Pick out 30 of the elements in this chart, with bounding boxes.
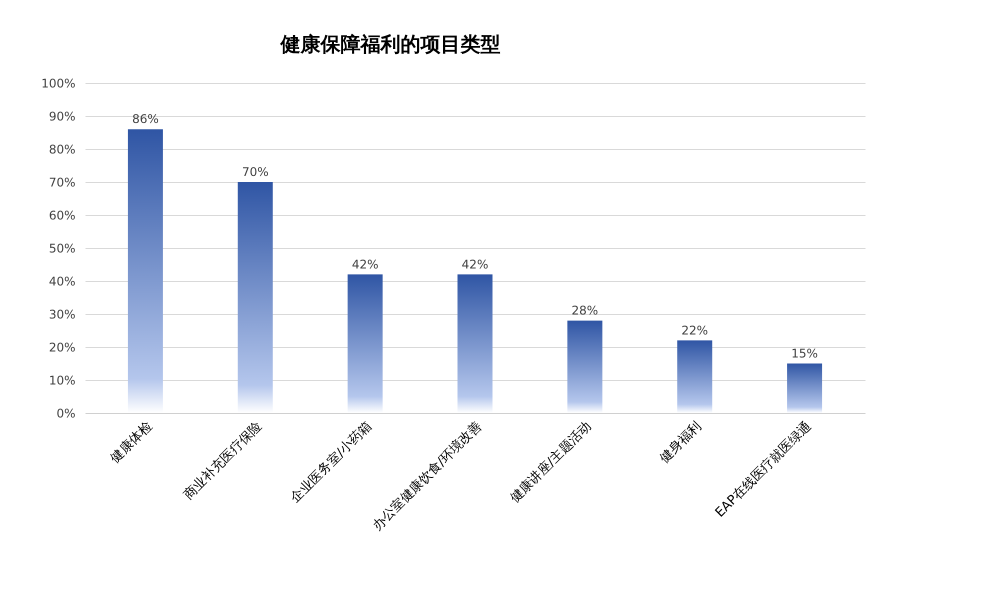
y-tick-label: 30% <box>48 308 76 322</box>
bar <box>348 274 383 413</box>
x-tick-label: 企业医务室/小药箱 <box>287 418 376 506</box>
x-tick-label: 健康讲座/主题活动 <box>506 418 595 506</box>
data-label: 70% <box>242 165 269 179</box>
y-tick-label: 0% <box>56 406 76 420</box>
bar <box>677 340 712 413</box>
y-tick-label: 70% <box>48 176 76 190</box>
y-tick-label: 100% <box>41 76 76 90</box>
bar <box>787 364 822 413</box>
data-label: 86% <box>132 112 159 126</box>
data-label: 15% <box>791 346 818 360</box>
y-tick-label: 50% <box>48 242 76 256</box>
y-tick-label: 20% <box>48 340 76 354</box>
bar <box>458 274 492 413</box>
y-tick-label: 10% <box>48 374 76 388</box>
y-tick-label: 90% <box>48 110 76 124</box>
x-tick-label: 健身福利 <box>657 418 705 466</box>
x-tick-label: 商业补充医疗保险 <box>181 418 266 503</box>
y-tick-label: 80% <box>48 142 76 156</box>
data-label: 42% <box>462 257 488 272</box>
chart-title: 健康保障福利的项目类型 <box>280 32 501 56</box>
bar <box>567 320 602 413</box>
bar <box>238 182 273 413</box>
y-tick-label: 40% <box>48 274 76 288</box>
data-label: 22% <box>681 323 708 338</box>
data-label: 42% <box>352 257 378 272</box>
y-tick-label: 60% <box>48 208 76 222</box>
data-label: 28% <box>572 304 598 318</box>
x-tick-label: 健康体检 <box>108 418 156 466</box>
